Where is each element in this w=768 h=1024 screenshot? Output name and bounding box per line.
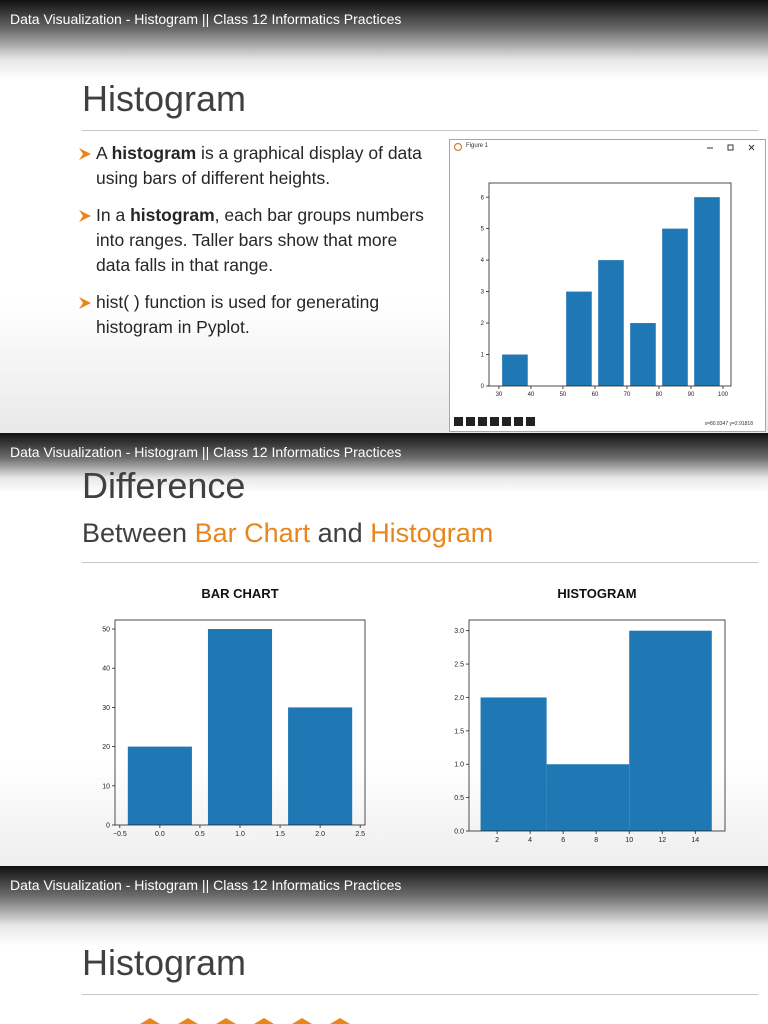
- bar: [127, 746, 192, 825]
- y-tick-label: 50: [102, 626, 110, 633]
- y-tick-label: 30: [102, 705, 110, 712]
- x-tick-label: 6: [561, 837, 565, 844]
- x-tick-label: 8: [594, 837, 598, 844]
- slide-title: Difference: [82, 465, 246, 506]
- y-tick-label: 10: [102, 783, 110, 790]
- toolbar: [454, 417, 535, 426]
- bullet-list: A histogram is a graphical display of da…: [78, 141, 428, 352]
- text-run: In a: [96, 205, 131, 225]
- text-run: and: [310, 518, 371, 548]
- arrow-shape: [79, 148, 91, 160]
- charts: BAR CHART−0.5 0.0 0.5 1.0 1.5 2.0 2.5010203040…: [102, 586, 726, 844]
- plot-frame: [468, 619, 726, 832]
- x-tick-label: −0.5: [113, 831, 127, 838]
- divider: [82, 994, 758, 995]
- bullet-arrow: [79, 297, 91, 309]
- x-tick-label: 10: [625, 837, 633, 844]
- text-run: is a graphical display of data using bar…: [96, 143, 422, 188]
- x-tick-label: 0.5: [195, 831, 205, 838]
- bar: [629, 630, 712, 831]
- slide-title: Histogram: [82, 942, 247, 983]
- bar: [207, 629, 273, 825]
- decoration: [140, 1018, 350, 1024]
- x-tick-label: 4: [528, 837, 532, 844]
- video-title: Data Visualization - Histogram || Class …: [10, 877, 402, 893]
- chart-title: HISTOGRAM: [557, 586, 636, 601]
- arrow-shape: [79, 210, 91, 222]
- emphasis: histogram: [111, 143, 197, 163]
- y-tick-label: 2.0: [454, 695, 464, 702]
- text-run: , each bar groups numbers into ranges. T…: [96, 205, 424, 275]
- y-tick-label: 0.0: [454, 828, 464, 835]
- text-run: Between: [82, 518, 195, 548]
- x-tick-label: 1.0: [235, 831, 245, 838]
- status-bar: x=80.8347 y=2.91818: [704, 421, 753, 427]
- text-run: A: [96, 143, 112, 163]
- x-tick-label: 12: [658, 837, 666, 844]
- divider: [82, 562, 758, 563]
- bullet-arrow: [79, 148, 91, 160]
- y-tick-label: 1.0: [454, 762, 464, 769]
- bullet: hist( ) function is used for generating …: [78, 290, 428, 340]
- x-tick-label: 2.5: [355, 831, 365, 838]
- arrow-shape: [79, 297, 91, 309]
- y-tick-label: 2.5: [454, 662, 464, 669]
- slide-subtitle: Between Bar Chart and Histogram: [82, 518, 493, 549]
- y-tick-label: 0: [106, 822, 110, 829]
- y-tick-label: 3.0: [454, 628, 464, 635]
- window-title: Figure 1: [466, 143, 489, 149]
- figure-window: Figure 1 x=80.8347 y=2.91818: [449, 139, 766, 432]
- y-tick-label: 1.5: [454, 728, 464, 735]
- chart-title: BAR CHART: [201, 586, 278, 601]
- window-controls: [707, 144, 755, 151]
- emphasis: histogram: [130, 205, 215, 225]
- y-tick-label: 40: [102, 666, 110, 673]
- x-tick-label: 2: [495, 837, 499, 844]
- x-tick-label: 0.0: [155, 831, 165, 838]
- bullet: In a histogram, each bar groups numbers …: [78, 203, 428, 278]
- video-frame: Data Visualization - Histogram || Class …: [0, 0, 768, 433]
- video-title: Data Visualization - Histogram || Class …: [10, 444, 402, 460]
- video-frame: Data Visualization - Histogram || Class …: [0, 866, 768, 1024]
- bullet-arrow: [79, 210, 91, 222]
- y-tick-label: 20: [102, 744, 110, 751]
- video-frame: Data Visualization - Histogram || Class …: [0, 433, 768, 866]
- y-tick-label: 0.5: [454, 795, 464, 802]
- x-tick-label: 14: [691, 837, 699, 844]
- video-title: Data Visualization - Histogram || Class …: [10, 11, 402, 27]
- window-icon: [453, 142, 463, 152]
- divider: [82, 130, 758, 131]
- x-tick-label: 1.5: [275, 831, 285, 838]
- bullet: A histogram is a graphical display of da…: [78, 141, 428, 191]
- bar: [288, 707, 353, 825]
- slide-title: Histogram: [82, 78, 247, 119]
- emphasis: Histogram: [370, 518, 494, 548]
- text-run: hist( ) function is used for generating …: [96, 292, 380, 337]
- emphasis: Bar Chart: [194, 518, 311, 548]
- x-tick-label: 2.0: [315, 831, 325, 838]
- bar: [480, 697, 547, 831]
- bar: [546, 764, 630, 831]
